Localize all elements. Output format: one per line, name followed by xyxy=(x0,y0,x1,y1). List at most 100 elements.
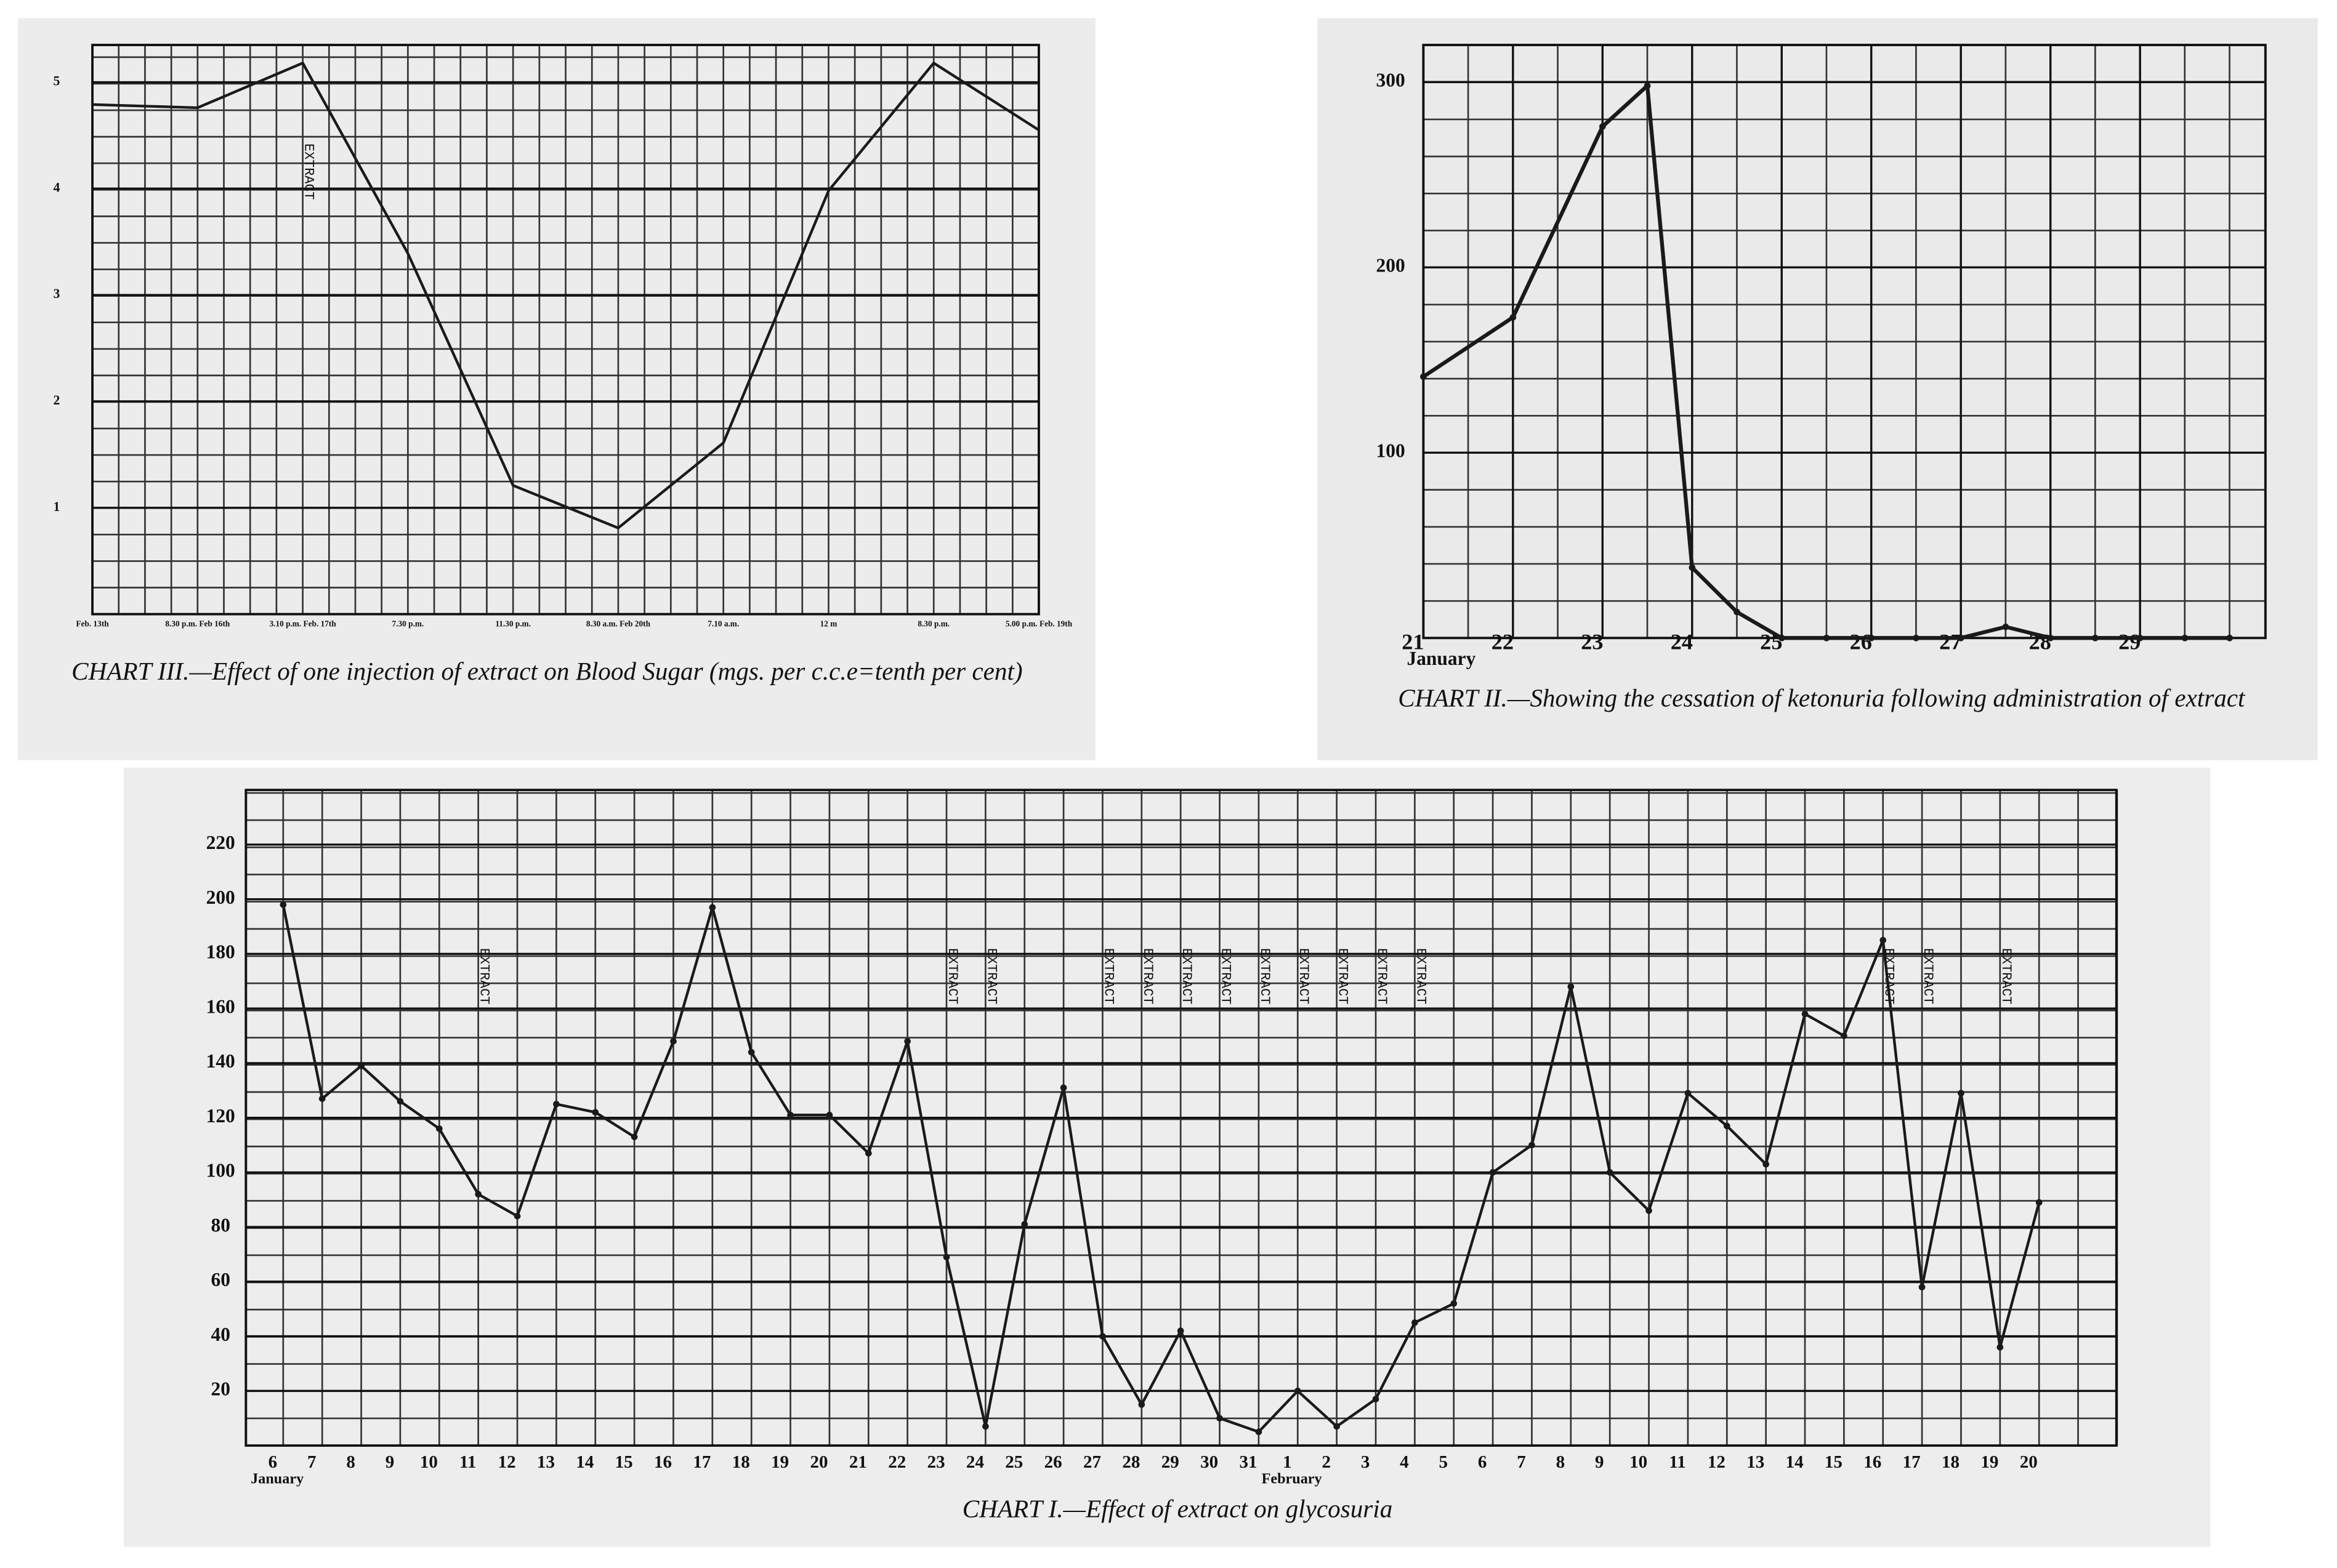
data-point xyxy=(1644,82,1651,89)
data-point xyxy=(318,1095,326,1102)
data-point xyxy=(1489,1169,1496,1176)
data-point xyxy=(2226,634,2233,641)
x-tick-label: 14 xyxy=(1786,1452,1804,1472)
y-tick-label: 160 xyxy=(206,995,235,1017)
x-tick-label: 11.30 p.m. xyxy=(495,619,531,629)
x-tick-label: 24 xyxy=(1671,629,1693,654)
x-tick-label: 11 xyxy=(459,1452,476,1472)
title-box: CHART II.—Showing the cessation of keton… xyxy=(1398,684,2245,713)
data-point xyxy=(1879,936,1887,944)
x-tick-label: 13 xyxy=(1746,1452,1764,1472)
x-tick-label: 19 xyxy=(771,1452,789,1472)
data-point xyxy=(865,1150,872,1157)
data-point xyxy=(397,1098,404,1105)
x-tick-label: 3.10 p.m. Feb. 17th xyxy=(269,619,336,629)
data-point xyxy=(514,1213,521,1220)
x-tick-label: 29 xyxy=(2118,629,2141,654)
x-tick-label: 26 xyxy=(1850,629,1872,654)
x-tick-label: 22 xyxy=(1491,629,1514,654)
x-tick-label: 8.30 p.m. xyxy=(918,619,950,629)
data-point xyxy=(1255,1428,1262,1436)
data-point xyxy=(1450,1300,1458,1307)
x-tick-label: 15 xyxy=(615,1452,633,1472)
data-point xyxy=(1528,1141,1535,1149)
data-point xyxy=(1841,1032,1847,1039)
x-tick-label: 29 xyxy=(1161,1452,1179,1472)
y-tick-label: 80 xyxy=(211,1214,230,1236)
x-axis-label: January xyxy=(1407,648,1475,669)
extract-note: EXTRACT xyxy=(1920,948,1935,1004)
data-point xyxy=(1868,634,1875,641)
extract-note: EXTRACT xyxy=(1998,948,2014,1004)
data-point xyxy=(982,1423,989,1430)
y-tick-label: 100 xyxy=(206,1160,235,1181)
x-tick-label: 10 xyxy=(1629,1452,1647,1472)
x-tick-label: 9 xyxy=(1595,1452,1604,1472)
extract-note: EXTRACT xyxy=(1140,948,1155,1004)
data-point xyxy=(1060,1084,1067,1092)
data-line xyxy=(92,62,1040,529)
plot-frame xyxy=(91,44,1040,616)
x-tick-label: 7.30 p.m. xyxy=(392,619,424,629)
x-tick-label: 19 xyxy=(1980,1452,1998,1472)
panel xyxy=(123,767,2211,1547)
x-tick-label: 4 xyxy=(1400,1452,1409,1472)
x-tick-label: 8 xyxy=(1556,1452,1565,1472)
x-tick-label: 18 xyxy=(1942,1452,1960,1472)
extract-note: EXTRACT xyxy=(1257,948,1272,1004)
title-box: CHART I.—Effect of extract on glycosuria xyxy=(962,1494,1393,1523)
x-tick-label: 21 xyxy=(1402,629,1424,654)
data-point xyxy=(670,1038,677,1045)
data-point xyxy=(1294,1388,1301,1394)
y-tick-label: 120 xyxy=(206,1105,235,1127)
y-tick-label: 60 xyxy=(211,1269,230,1290)
x-tick-label: 6 xyxy=(268,1452,278,1472)
y-tick-label: 200 xyxy=(206,887,235,908)
chart-title: CHART II.—Showing the cessation of keton… xyxy=(1398,684,2245,713)
data-point xyxy=(631,1133,638,1141)
data-point xyxy=(904,1038,911,1045)
x-tick-label: 7 xyxy=(307,1452,317,1472)
data-point xyxy=(1599,123,1606,130)
data-point xyxy=(2136,634,2144,641)
data-point xyxy=(1723,1122,1730,1130)
data-point xyxy=(1645,1207,1652,1214)
month-label: January xyxy=(251,1470,304,1487)
x-tick-label: 6 xyxy=(1478,1452,1487,1472)
extract-note: EXTRACT xyxy=(1374,948,1389,1004)
y-tick-label: 40 xyxy=(211,1324,230,1345)
x-tick-label: 1 xyxy=(1283,1452,1292,1472)
data-point xyxy=(787,1111,794,1119)
data-point xyxy=(1913,634,1919,641)
y-tick-label: 1 xyxy=(54,499,60,514)
y-tick-label: 140 xyxy=(206,1050,235,1072)
x-tick-label: 11 xyxy=(1669,1452,1685,1472)
x-tick-label: 22 xyxy=(888,1452,906,1472)
data-point xyxy=(1021,1221,1028,1228)
data-point xyxy=(1606,1169,1613,1176)
data-point xyxy=(709,904,716,911)
chart-title: CHART I.—Effect of extract on glycosuria xyxy=(962,1494,1393,1523)
data-point xyxy=(1957,634,1964,641)
x-tick-label: 5.00 p.m. Feb. 19th xyxy=(1006,619,1073,629)
extract-note: EXTRACT xyxy=(945,948,960,1004)
x-tick-label: 27 xyxy=(1083,1452,1101,1472)
data-point xyxy=(1567,983,1575,990)
x-tick-label: 17 xyxy=(693,1452,711,1472)
x-tick-label: 14 xyxy=(576,1452,594,1472)
data-point xyxy=(1958,1090,1964,1097)
x-tick-label: 12 xyxy=(1708,1452,1726,1472)
x-tick-label: 23 xyxy=(927,1452,945,1472)
extract-note: EXTRACT xyxy=(1100,948,1116,1004)
x-tick-label: 2 xyxy=(1322,1452,1331,1472)
x-tick-label: 30 xyxy=(1200,1452,1218,1472)
data-point xyxy=(1996,1344,2004,1351)
data-point xyxy=(2092,634,2099,641)
data-point xyxy=(1734,608,1740,616)
x-tick-label: 17 xyxy=(1903,1452,1921,1472)
x-tick-label: 7.10 a.m. xyxy=(708,619,739,629)
data-point xyxy=(1684,1090,1692,1097)
y-tick-label: 200 xyxy=(1376,254,1405,276)
chart-title: CHART III.—Effect of one injection of ex… xyxy=(71,657,1023,686)
x-tick-label: 8.30 p.m. Feb 16th xyxy=(165,619,230,629)
